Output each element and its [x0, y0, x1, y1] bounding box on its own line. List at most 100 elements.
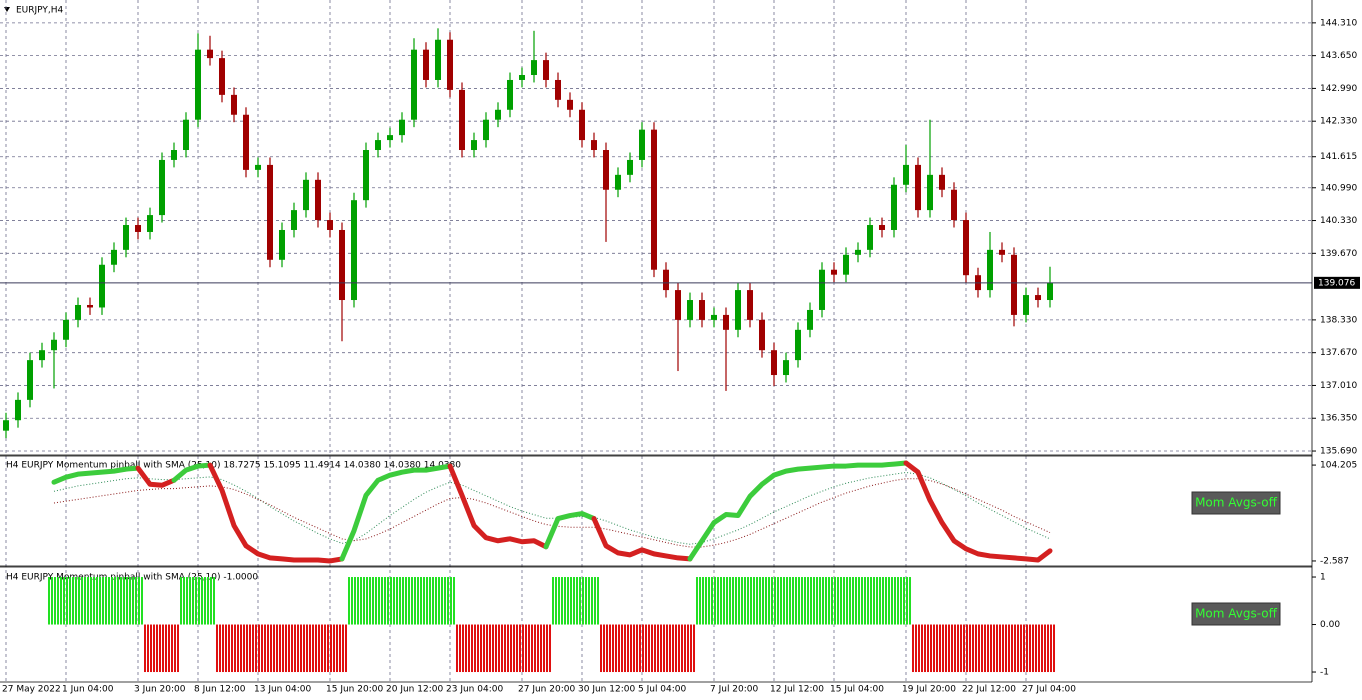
histogram-bar: [144, 624, 156, 673]
y-tick-label: 140.330: [1320, 216, 1357, 226]
histogram-bar: [936, 624, 948, 673]
histogram-bar: [348, 577, 360, 625]
candle-body: [687, 300, 693, 320]
histogram-bar: [732, 577, 744, 625]
x-tick-label: 30 Jun 12:00: [578, 685, 635, 695]
candle-body: [1047, 282, 1053, 301]
symbol-menu-icon[interactable]: [4, 7, 10, 12]
candle-body: [147, 215, 153, 232]
candle-body: [651, 129, 657, 270]
x-tick-label: 19 Jul 20:00: [902, 685, 956, 695]
histogram-bar: [504, 624, 516, 673]
y-tick-label: 137.670: [1320, 348, 1357, 358]
y-tick-label: 136.350: [1320, 414, 1357, 424]
candle-body: [747, 290, 753, 320]
histogram-bar: [324, 624, 336, 673]
x-tick-label: 3 Jun 20:00: [134, 685, 186, 695]
histogram-bar: [96, 577, 108, 625]
candle-body: [159, 159, 165, 216]
candle-body: [843, 254, 849, 275]
toggle-button[interactable]: Mom Avgs-off: [1191, 491, 1281, 515]
x-tick-label: 22 Jul 12:00: [962, 685, 1016, 695]
histogram-bar: [840, 577, 852, 625]
candle-body: [279, 229, 285, 260]
momentum-line: [903, 460, 1053, 563]
candle-body: [411, 49, 417, 120]
histogram-bar: [720, 577, 732, 625]
candle-body: [567, 99, 573, 110]
candle-body: [807, 309, 813, 330]
candle-body: [783, 360, 789, 376]
candle-body: [99, 264, 105, 308]
y-tick-label: 142.990: [1320, 84, 1357, 94]
candle-body: [483, 119, 489, 141]
histogram-bar: [900, 577, 912, 625]
candle-body: [171, 150, 177, 160]
x-tick-label: 12 Jul 12:00: [770, 685, 824, 695]
histogram-bar: [852, 577, 864, 625]
button-label: Mom Avgs-off: [1195, 496, 1278, 510]
histogram-bar: [672, 624, 684, 673]
y-tick-label: 1: [1320, 573, 1326, 583]
candle-body: [867, 225, 873, 250]
candle-body: [75, 304, 81, 320]
x-tick-label: 7 Jul 20:00: [710, 685, 759, 695]
candle-body: [15, 399, 21, 421]
candle-body: [531, 60, 537, 76]
histogram-bar: [588, 577, 600, 625]
last-price-label: 139.076: [1318, 278, 1355, 288]
candle-body: [735, 290, 741, 330]
candle-body: [435, 39, 441, 80]
candle-body: [831, 269, 837, 275]
histogram-bar: [156, 624, 168, 673]
button-box: [1191, 602, 1281, 626]
x-tick-label: 23 Jun 04:00: [446, 685, 503, 695]
histogram-bar: [828, 577, 840, 625]
histogram-bar: [708, 577, 720, 625]
y-tick-label: 104.205: [1320, 461, 1357, 471]
histogram-bar: [744, 577, 756, 625]
momentum-line: [591, 516, 693, 562]
candle-body: [291, 210, 297, 230]
y-tick-label: 144.310: [1320, 18, 1357, 28]
histogram-bar: [372, 577, 384, 625]
candle-body: [771, 350, 777, 376]
histogram-bar: [972, 624, 984, 673]
candle-body: [423, 49, 429, 80]
momentum-line: [135, 465, 177, 488]
histogram-bar: [60, 577, 72, 625]
x-tick-label: 8 Jun 12:00: [194, 685, 246, 695]
histogram-bar: [876, 577, 888, 625]
candle-body: [195, 49, 201, 120]
histogram-bar: [300, 624, 312, 673]
candle-body: [675, 290, 681, 320]
toggle-button[interactable]: Mom Avgs-off: [1191, 602, 1281, 626]
histogram-bar: [276, 624, 288, 673]
candle-body: [615, 174, 621, 190]
button-box: [1191, 491, 1281, 515]
candle-body: [183, 119, 189, 151]
histogram-bar: [264, 624, 276, 673]
momentum-line: [339, 463, 453, 562]
histogram-bar: [648, 624, 660, 673]
candle-body: [387, 135, 393, 141]
candle-body: [3, 420, 9, 431]
candle-body: [603, 150, 609, 190]
candle-body: [87, 304, 93, 308]
candle-body: [267, 164, 273, 260]
candle-body: [759, 319, 765, 351]
histogram-bar: [492, 624, 504, 673]
histogram-bar: [516, 624, 528, 673]
histogram-bar: [288, 624, 300, 673]
candle-body: [723, 314, 729, 330]
candle-body: [111, 249, 117, 265]
histogram-bar: [624, 624, 636, 673]
candle-body: [951, 189, 957, 221]
momentum-line: [447, 463, 549, 550]
histogram-bar: [768, 577, 780, 625]
histogram-bar: [48, 577, 60, 625]
histogram-bar: [108, 577, 120, 625]
histogram-bar: [600, 624, 612, 673]
x-tick-label: 13 Jun 04:00: [254, 685, 311, 695]
candle-body: [39, 350, 45, 361]
